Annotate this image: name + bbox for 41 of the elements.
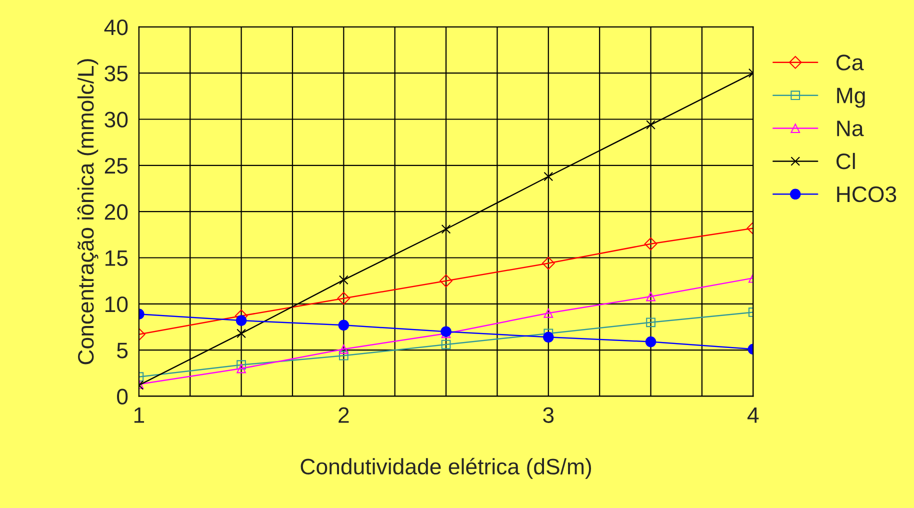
point (441, 340, 451, 350)
point (645, 336, 656, 348)
y-tick-label: 5 (117, 342, 128, 358)
y-tick-label: 25 (104, 158, 128, 174)
point (236, 328, 246, 338)
point (646, 120, 656, 130)
y-tick-label: 10 (105, 296, 128, 312)
y-tick-label: 35 (104, 66, 128, 82)
legend-label: HCO3 (837, 186, 896, 202)
point (644, 237, 658, 250)
point (440, 274, 452, 288)
point (338, 275, 348, 285)
x-tick-label: 2 (338, 407, 349, 423)
point (646, 318, 656, 328)
point (236, 360, 246, 370)
x-axis-title: Condutividade elétrica (dS/m) (300, 458, 592, 479)
point (646, 292, 656, 302)
y-tick-label: 0 (117, 388, 128, 405)
point (337, 292, 350, 305)
point (542, 256, 555, 270)
y-tick-label: 40 (104, 19, 128, 36)
x-tick-label: 4 (747, 407, 759, 423)
point (441, 224, 451, 234)
y-tick-label: 20 (104, 204, 128, 220)
legend-label: Mg (837, 88, 865, 108)
point (338, 344, 348, 354)
x-tick-label: 3 (543, 407, 554, 423)
legend-label: Na (837, 120, 864, 136)
legend-label: Cl (836, 152, 855, 170)
y-tick-label: 15 (105, 250, 128, 266)
x-tick-label: 1 (134, 407, 144, 423)
y-axis-title: Concentração iônica (mmolc/L) (77, 59, 98, 364)
point (338, 350, 348, 360)
y-tick-label: 30 (104, 112, 128, 128)
point (236, 364, 246, 374)
point (544, 308, 554, 318)
point (544, 172, 554, 182)
point (543, 332, 554, 343)
legend-label: Ca (836, 54, 864, 70)
point (236, 315, 247, 326)
point (338, 320, 350, 331)
